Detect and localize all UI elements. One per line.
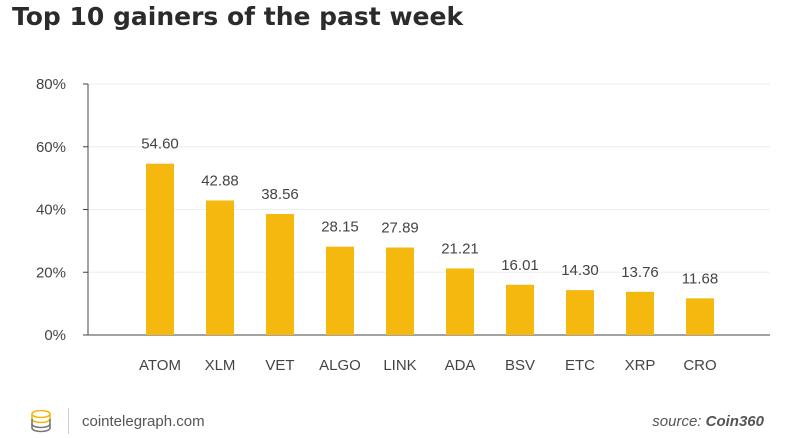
bar-etc: [566, 290, 594, 335]
cointelegraph-logo-icon: [31, 409, 51, 433]
grid-lines: [88, 83, 770, 273]
value-label-ada: 21.21: [441, 240, 479, 257]
bar-bsv: [506, 284, 534, 335]
x-tick-label-cro: CRO: [683, 357, 716, 374]
y-tick-label: 60%: [36, 139, 66, 156]
y-tick-label: 0%: [44, 327, 66, 344]
footer-divider: [68, 408, 69, 434]
x-tick-label-algo: ALGO: [319, 357, 361, 374]
value-label-xlm: 42.88: [201, 172, 239, 189]
bar-xlm: [206, 200, 234, 335]
bar-algo: [326, 246, 354, 335]
bar-ada: [446, 268, 474, 335]
value-label-etc: 14.30: [561, 262, 599, 279]
x-tick-label-xlm: XLM: [205, 357, 236, 374]
bar-xrp: [626, 291, 654, 335]
value-label-link: 27.89: [381, 219, 419, 236]
source-name: Coin360: [705, 413, 764, 430]
x-tick-label-etc: ETC: [565, 357, 595, 374]
value-label-xrp: 13.76: [621, 264, 659, 281]
y-tick-label: 40%: [36, 202, 66, 219]
x-tick-label-bsv: BSV: [505, 357, 535, 374]
value-label-algo: 28.15: [321, 219, 359, 236]
bar-atom: [146, 163, 174, 335]
footer-site[interactable]: cointelegraph.com: [82, 413, 205, 430]
bar-chart: 0% 20% 40% 60% 80% 54.60 ATOM 42.88 XLM 38.56 VET…: [36, 76, 770, 374]
y-tick-label: 20%: [36, 264, 66, 281]
bars: [146, 163, 714, 335]
value-label-bsv: 16.01: [501, 257, 539, 274]
source-prefix: source:: [652, 413, 706, 430]
value-label-cro: 11.68: [682, 270, 718, 287]
chart-title: Top 10 gainers of the past week: [12, 2, 464, 31]
axes: 0% 20% 40% 60% 80%: [36, 76, 770, 344]
value-label-atom: 54.60: [141, 136, 179, 153]
x-tick-label-vet: VET: [265, 357, 294, 374]
value-label-vet: 38.56: [261, 186, 299, 203]
bar-vet: [266, 214, 294, 335]
y-tick-label: 80%: [36, 76, 66, 93]
footer-source: source: Coin360: [652, 413, 764, 430]
x-tick-label-atom: ATOM: [139, 357, 181, 374]
data-labels: 54.60 ATOM 42.88 XLM 38.56 VET 28.15 ALGO 27.89 L…: [139, 136, 718, 374]
bar-link: [386, 247, 414, 335]
bar-cro: [686, 298, 714, 335]
x-tick-label-xrp: XRP: [625, 357, 656, 374]
x-tick-label-link: LINK: [383, 357, 416, 374]
x-tick-label-ada: ADA: [445, 357, 476, 374]
